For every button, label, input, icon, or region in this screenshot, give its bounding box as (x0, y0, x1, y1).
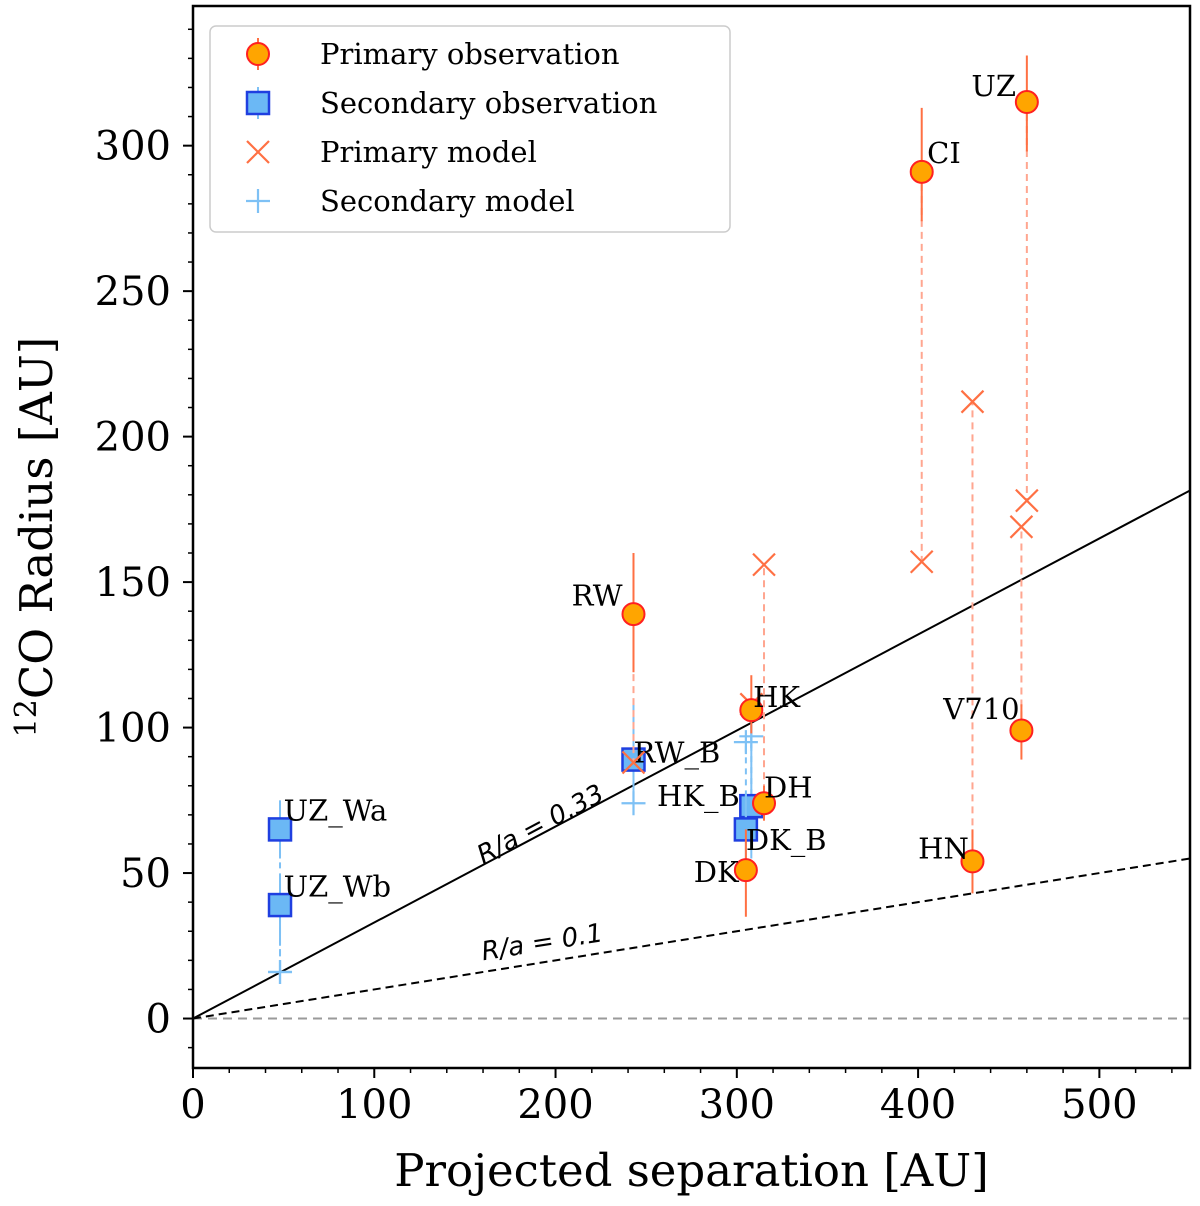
primary-obs-marker (1009, 718, 1034, 743)
primary-obs-marker (739, 698, 764, 723)
x-tick-label: 100 (336, 1082, 412, 1128)
primary-obs-marker (733, 858, 758, 883)
primary-point-CI: CI (909, 107, 961, 574)
x-tick-label: 500 (1061, 1082, 1137, 1128)
data-layer: RW_B HK_BDK_B UZ_Wa UZ_Wb RW HK DH DK CI UZ HN V710 (267, 55, 1039, 984)
legend-entry-primary_obs: Primary observation (246, 37, 620, 71)
y-tick-label: 250 (95, 269, 171, 315)
y-tick-label: 200 (95, 415, 171, 461)
secondary-label: UZ_Wb (284, 869, 391, 904)
y-axis-label-superscript: 12 (9, 699, 44, 737)
legend-primary-obs-icon (246, 42, 270, 66)
primary-label: RW (572, 578, 623, 612)
secondary-obs-marker (267, 892, 293, 918)
primary-label: DK (694, 855, 740, 889)
legend-box (209, 25, 731, 233)
primary-model-marker (1015, 488, 1039, 513)
primary-point-DK: DK (694, 829, 758, 917)
y-tick-label: 50 (120, 851, 171, 897)
primary-obs-marker (1014, 90, 1039, 115)
secondary-label: HK_B (657, 779, 740, 814)
primary-label: UZ (971, 69, 1016, 103)
primary-model-marker (621, 750, 646, 775)
legend-entry-secondary_model: Secondary model (246, 184, 575, 218)
primary-point-HK: HK (739, 675, 801, 734)
primary-model-marker (1009, 515, 1034, 539)
legend-label: Secondary observation (320, 86, 657, 120)
x-axis-label: Projected separation [AU] (394, 1144, 989, 1197)
secondary-model-marker (621, 791, 646, 816)
y-tick-label: 100 (95, 706, 171, 752)
x-tick-label: 0 (180, 1082, 205, 1128)
y-tick-label: 150 (95, 560, 171, 606)
ratio-line-label-1: R/a = 0.1 (479, 918, 605, 967)
primary-point-UZ: UZ (971, 55, 1039, 513)
primary-label: HN (918, 832, 969, 866)
legend-label: Secondary model (320, 184, 575, 218)
primary-model-marker (752, 552, 776, 577)
legend-secondary-model-icon (246, 189, 270, 213)
secondary-label: RW_B (633, 735, 720, 770)
x-tick-label: 300 (699, 1082, 775, 1128)
primary-point-DH: DH (752, 552, 813, 821)
primary-label: HK (753, 680, 801, 714)
legend-entry-secondary_obs: Secondary observation (245, 86, 657, 120)
primary-label: V710 (942, 692, 1019, 726)
y-axis-label: 12CO Radius [AU] (9, 337, 63, 738)
primary-obs-marker (621, 602, 646, 627)
legend-primary-model-icon (246, 140, 270, 164)
legend-label: Primary model (320, 135, 537, 169)
legend: Primary observation Secondary observation… (209, 25, 731, 233)
y-tick-label: 0 (146, 997, 171, 1043)
primary-point-V710: V710 (942, 515, 1034, 760)
secondary-model-marker (268, 959, 293, 984)
primary-obs-marker (909, 159, 934, 184)
secondary-label: DK_B (746, 823, 827, 858)
primary-obs-marker (752, 791, 777, 816)
secondary-label: UZ_Wa (284, 794, 388, 829)
primary-label: DH (764, 770, 813, 804)
secondary-point-DK_B: DK_B (733, 730, 827, 859)
secondary-point-UZ_Wb: UZ_Wb (267, 869, 391, 984)
x-tick-label: 400 (880, 1082, 956, 1128)
axes-layer: 0 100 200 300 400 500 0 50 100 150 200 250 300 Projec… (9, 4, 1192, 1197)
y-axis-label-text: CO Radius [AU] (10, 337, 63, 699)
primary-label: CI (927, 136, 961, 170)
x-tick-label: 200 (517, 1082, 593, 1128)
legend-label: Primary observation (320, 37, 620, 71)
ratio-line-0 (193, 489, 1190, 1020)
secondary-obs-marker (267, 817, 293, 842)
primary-obs-marker (960, 849, 985, 874)
legend-secondary-obs-icon (245, 90, 271, 116)
primary-model-marker (960, 389, 985, 414)
y-tick-label: 300 (95, 124, 171, 170)
legend-entry-primary_model: Primary model (246, 135, 537, 169)
primary-point-RW: RW (572, 553, 646, 775)
plot-frame (191, 4, 1192, 1070)
ratio-line-label-0: R/a = 0.33 (472, 779, 609, 871)
secondary-model-marker (733, 730, 758, 755)
primary-model-marker (909, 549, 934, 574)
primary-point-HN: HN (918, 389, 985, 894)
